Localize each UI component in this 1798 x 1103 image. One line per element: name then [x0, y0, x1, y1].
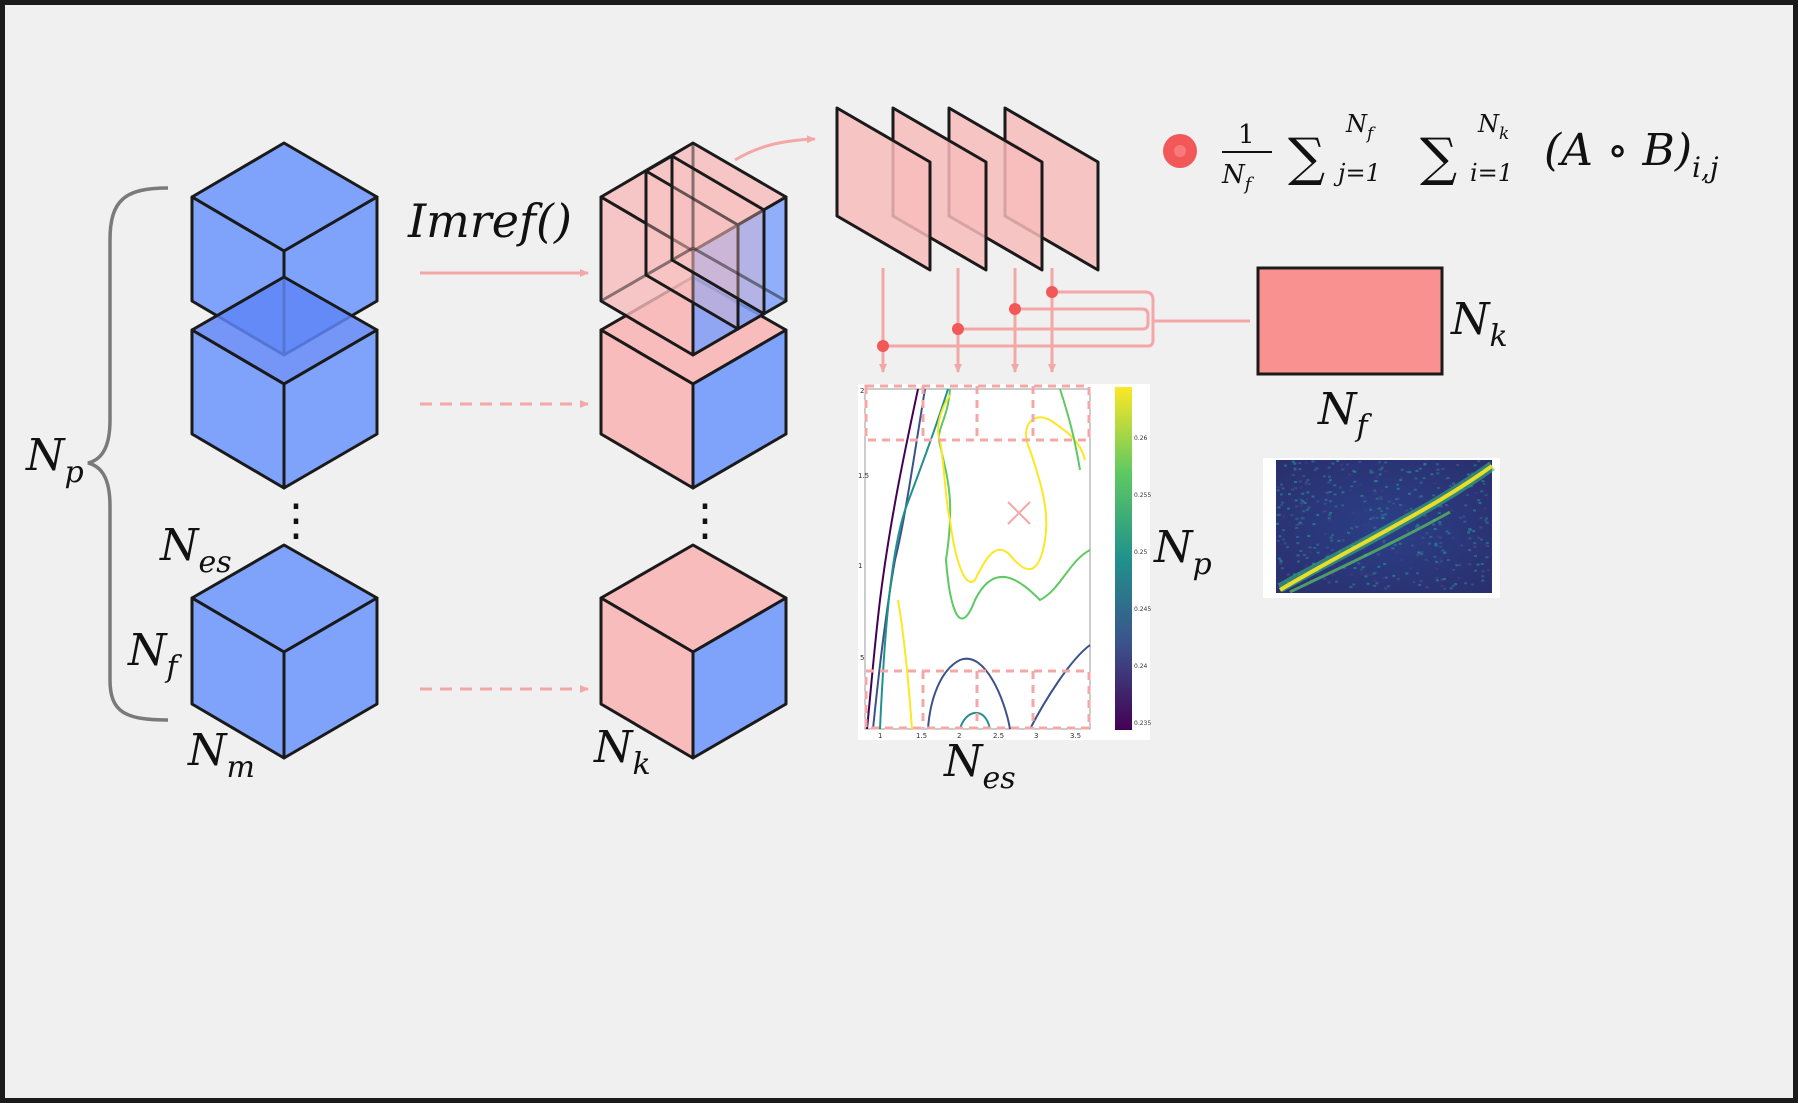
formula-sum1-upper: Nf — [1345, 110, 1376, 144]
contour-plot-background — [858, 384, 1150, 740]
contour-x-ticks: 1 1.5 2 2.5 3 3.5 — [878, 732, 1081, 740]
svg-text:2: 2 — [860, 387, 864, 395]
svg-text:1.5: 1.5 — [858, 472, 869, 480]
label-np-plot: Np — [1153, 522, 1212, 582]
svg-text:0.26: 0.26 — [1134, 435, 1148, 442]
contour-y-ticks: 2 1.5 1 5 — [858, 387, 869, 662]
slice-planes — [835, 106, 1100, 272]
svg-text:5: 5 — [860, 654, 864, 662]
svg-text:0.25: 0.25 — [1134, 549, 1148, 556]
label-nes-plot: Nes — [943, 736, 1016, 796]
contour-plot: 1 1.5 2 2.5 3 3.5 2 1.5 1 5 0.26 0.255 0… — [858, 384, 1151, 740]
colorbar-ticks: 0.26 0.255 0.25 0.245 0.24 0.235 — [1134, 435, 1151, 727]
np-brace — [87, 186, 169, 722]
slice-connectors — [879, 268, 1250, 373]
svg-text:0.255: 0.255 — [1134, 492, 1151, 499]
spectrogram-thumbnail — [1263, 458, 1500, 598]
highlight-boxes — [864, 384, 1091, 730]
svg-text:1: 1 — [878, 732, 882, 740]
label-nes-left: Nes — [159, 520, 232, 580]
arrow-curved-to-slices — [734, 135, 816, 162]
svg-text:0.235: 0.235 — [1134, 720, 1151, 727]
connector-dots — [877, 286, 1058, 352]
svg-text:0.24: 0.24 — [1134, 663, 1148, 670]
colorbar — [1115, 387, 1132, 730]
middle-cube-stack: ⋮ — [599, 141, 788, 760]
svg-text:2.5: 2.5 — [993, 732, 1004, 740]
kernel-matrix-rect — [1256, 266, 1444, 376]
optimum-marker — [1007, 501, 1031, 525]
score-formula: 1 Nf ∑ Nf j=1 ∑ Nk i=1 (A ∘ B)i,j — [1163, 110, 1719, 195]
middle-vertical-dots: ⋮ — [683, 495, 727, 546]
label-nm-left: Nm — [187, 725, 255, 785]
mixed-cube-bottom — [599, 543, 788, 760]
left-vertical-dots: ⋮ — [274, 495, 318, 546]
formula-frac-num: 1 — [1238, 120, 1255, 150]
blue-cube-second — [190, 275, 379, 490]
label-nk-mid: Nk — [593, 722, 651, 782]
svg-text:0.245: 0.245 — [1134, 606, 1151, 613]
svg-text:3: 3 — [1034, 732, 1038, 740]
formula-sum2-upper: Nk — [1477, 110, 1509, 144]
label-nk-rect: Nk — [1450, 294, 1508, 354]
formula-sum2: ∑ — [1420, 128, 1457, 188]
label-np-brace: Np — [25, 430, 84, 490]
label-imref: Imref() — [407, 194, 572, 248]
blue-cube-bottom — [190, 543, 379, 760]
slice-plane-1 — [835, 106, 932, 272]
contour-lines — [866, 388, 1091, 730]
svg-text:1.5: 1.5 — [916, 732, 927, 740]
svg-text:3.5: 3.5 — [1070, 732, 1081, 740]
formula-sum1-lower: j=1 — [1333, 159, 1381, 187]
svg-text:1: 1 — [858, 562, 862, 570]
sliced-cube-top — [599, 141, 788, 357]
formula-sum2-lower: i=1 — [1470, 159, 1513, 187]
svg-text:2: 2 — [957, 732, 961, 740]
formula-body: (A ∘ B)i,j — [1544, 125, 1719, 184]
formula-sum1: ∑ — [1288, 128, 1325, 188]
left-cube-stack: ⋮ — [190, 141, 379, 760]
